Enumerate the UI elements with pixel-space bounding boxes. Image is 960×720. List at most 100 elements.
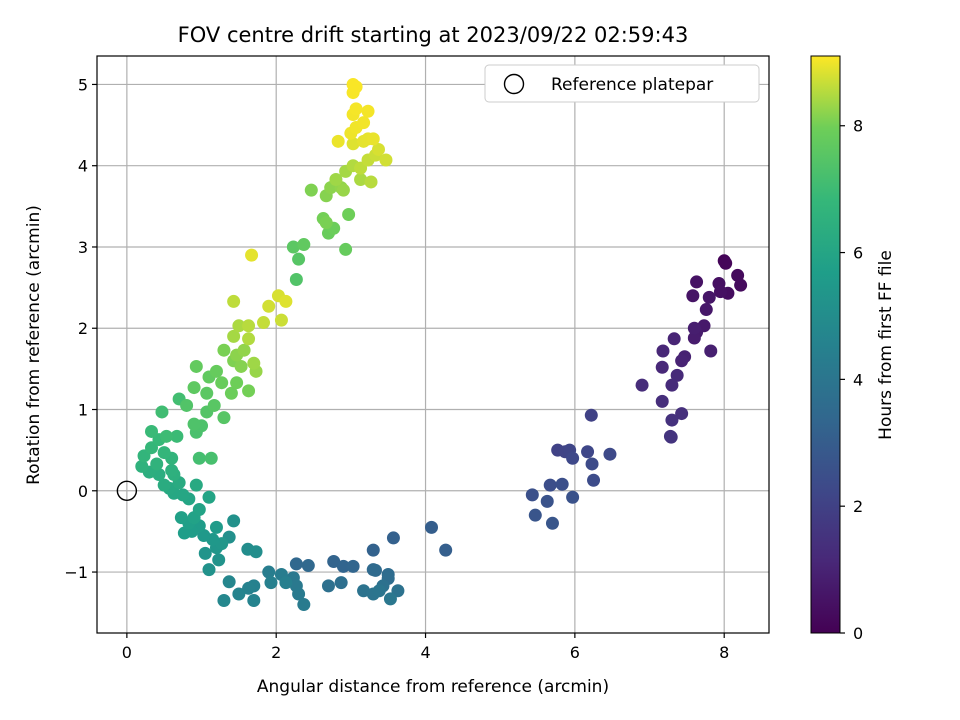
data-point xyxy=(545,516,559,530)
data-point xyxy=(247,356,261,370)
data-point xyxy=(327,554,341,568)
legend-reference-marker xyxy=(503,73,525,95)
data-point xyxy=(566,451,580,465)
data-point xyxy=(655,360,669,374)
data-point xyxy=(587,473,601,487)
colorbar-tick-label: 0 xyxy=(853,624,863,643)
y-tick-label: −1 xyxy=(64,563,88,582)
data-point xyxy=(152,468,166,482)
data-point xyxy=(215,376,229,390)
data-point xyxy=(242,384,256,398)
data-point xyxy=(224,386,238,400)
colorbar-tick-label: 8 xyxy=(853,117,863,136)
data-point xyxy=(279,576,293,590)
data-point xyxy=(157,478,171,492)
data-point xyxy=(292,587,306,601)
data-point xyxy=(177,526,191,540)
data-point xyxy=(331,134,345,148)
data-point xyxy=(197,528,211,542)
data-point xyxy=(528,508,542,522)
data-point xyxy=(198,546,212,560)
data-point xyxy=(319,216,333,230)
x-axis-ticks: 0 2 4 6 8 xyxy=(122,633,729,662)
data-point xyxy=(159,429,173,443)
data-point xyxy=(227,294,241,308)
data-point xyxy=(192,502,206,516)
data-point xyxy=(346,137,360,151)
data-point xyxy=(217,343,231,357)
data-point xyxy=(603,447,617,461)
data-point xyxy=(379,153,393,167)
data-point xyxy=(170,429,184,443)
data-point xyxy=(189,359,203,373)
y-tick-label: 3 xyxy=(78,238,88,257)
data-point xyxy=(245,248,259,262)
x-tick-label: 2 xyxy=(271,643,281,662)
data-point xyxy=(371,142,385,156)
reference-point xyxy=(116,480,138,501)
data-point xyxy=(734,278,748,292)
data-point xyxy=(257,316,271,330)
data-point xyxy=(150,457,164,471)
x-tick-label: 6 xyxy=(570,643,580,662)
data-point xyxy=(297,238,311,252)
data-point xyxy=(366,132,380,146)
data-point xyxy=(227,329,241,343)
data-point xyxy=(187,417,201,431)
data-point xyxy=(230,376,244,390)
data-point xyxy=(675,354,689,368)
data-point xyxy=(357,116,371,130)
colorbar-label: Hours from first FF file xyxy=(876,250,896,440)
data-point xyxy=(334,576,348,590)
data-point xyxy=(670,368,684,382)
data-point xyxy=(699,303,713,317)
data-point xyxy=(336,183,350,197)
data-point xyxy=(364,175,378,189)
data-point xyxy=(209,364,223,378)
data-point xyxy=(566,490,580,504)
colorbar-tick-label: 6 xyxy=(853,244,863,263)
data-point xyxy=(200,386,214,400)
data-point xyxy=(702,290,716,304)
data-point xyxy=(346,77,360,91)
data-point xyxy=(342,207,356,221)
data-point xyxy=(289,557,303,571)
data-point xyxy=(540,494,554,508)
data-point xyxy=(234,359,248,373)
data-point xyxy=(217,593,231,607)
data-point xyxy=(354,173,368,187)
data-point xyxy=(165,463,179,477)
data-point xyxy=(635,378,649,392)
data-point xyxy=(262,565,276,579)
data-point xyxy=(286,240,300,254)
data-point xyxy=(585,457,599,471)
data-point xyxy=(204,451,218,465)
x-tick-label: 0 xyxy=(122,643,132,662)
data-point xyxy=(237,343,251,357)
data-point xyxy=(665,413,679,427)
data-point xyxy=(242,319,256,333)
data-point xyxy=(207,398,221,412)
scatter-points xyxy=(135,77,748,612)
y-tick-label: 4 xyxy=(78,157,88,176)
data-point xyxy=(232,319,246,333)
data-point xyxy=(339,242,353,256)
data-point xyxy=(425,520,439,534)
data-point xyxy=(209,520,223,534)
data-point xyxy=(665,378,679,392)
data-point xyxy=(731,268,745,282)
data-point xyxy=(439,543,453,557)
data-point xyxy=(222,575,236,589)
data-point xyxy=(174,511,188,525)
data-point xyxy=(687,331,701,345)
data-point xyxy=(686,289,700,303)
data-point xyxy=(297,598,311,612)
reference-marker xyxy=(116,480,138,501)
data-point xyxy=(155,405,169,419)
colorbar: 0 2 4 6 8 Hours from first FF file xyxy=(810,55,896,643)
data-point xyxy=(656,344,670,358)
data-point xyxy=(690,275,704,289)
x-tick-label: 8 xyxy=(719,643,729,662)
data-point xyxy=(157,446,171,460)
